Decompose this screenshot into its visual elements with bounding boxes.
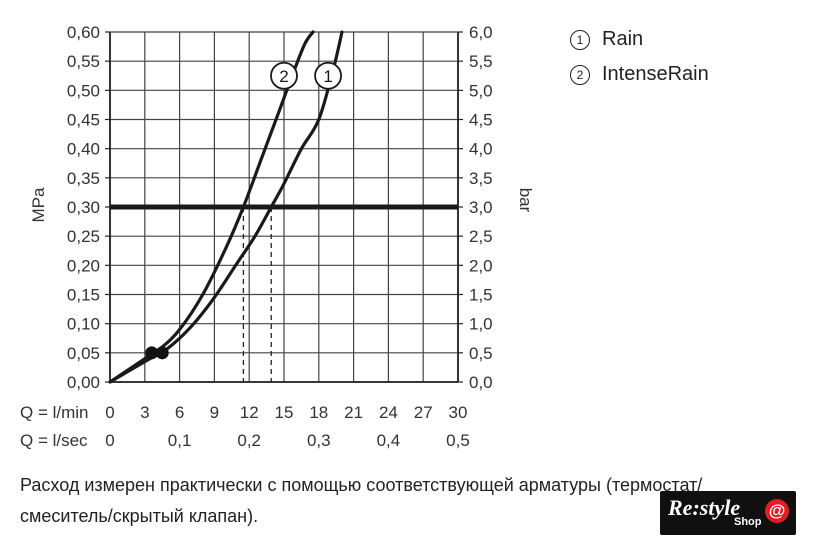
y-tick-label-right: 4,5: [469, 111, 493, 130]
x-tick-label-lsec: 0,2: [237, 431, 261, 450]
data-marker-1: [155, 346, 169, 360]
y-tick-label-left: 0,00: [67, 373, 100, 392]
curve-label-2: 2: [279, 67, 288, 86]
legend-label-rain: Rain: [602, 28, 644, 50]
y-tick-label-left: 0,15: [67, 286, 100, 305]
x-tick-label-lmin: 15: [275, 403, 294, 422]
y-tick-label-right: 2,0: [469, 256, 493, 275]
shop-logo-text: Re:style: [668, 495, 741, 520]
y-tick-label-left: 0,30: [67, 198, 100, 217]
x-tick-label-lmin: 6: [175, 403, 184, 422]
x-tick-label-lmin: 27: [414, 403, 433, 422]
y-tick-label-right: 1,5: [469, 286, 493, 305]
legend-label-intenserain: IntenseRain: [602, 63, 709, 85]
shop-logo-sub: Shop: [734, 516, 762, 528]
x-tick-label-lsec: 0,3: [307, 431, 331, 450]
y-tick-label-left: 0,50: [67, 81, 100, 100]
y-tick-label-right: 1,0: [469, 315, 493, 334]
x-tick-label-lmin: 21: [344, 403, 363, 422]
y-tick-label-right: 0,0: [469, 373, 493, 392]
y-tick-label-right: 3,0: [469, 198, 493, 217]
chart: 2 10,000,050,100,150,200,250,300,350,400,…: [20, 23, 535, 450]
shop-logo-at-icon: @: [765, 499, 789, 523]
y-tick-label-right: 6,0: [469, 23, 493, 42]
y-tick-label-left: 0,40: [67, 140, 100, 159]
caption-line-1: Расход измерен практически с помощью соо…: [20, 475, 703, 495]
y-tick-label-right: 5,0: [469, 81, 493, 100]
x-tick-label-lsec: 0: [105, 431, 114, 450]
x-tick-label-lmin: 24: [379, 403, 398, 422]
x-tick-label-lmin: 9: [210, 403, 219, 422]
x-tick-label-lmin: 3: [140, 403, 149, 422]
x-tick-label-lmin: 12: [240, 403, 259, 422]
shop-logo-badge: Re:style Shop @: [660, 491, 796, 535]
x-axis-title-lmin: Q = l/min: [20, 403, 89, 422]
x-tick-label-lmin: 30: [449, 403, 468, 422]
y-tick-label-left: 0,05: [67, 344, 100, 363]
y-tick-label-left: 0,20: [67, 256, 100, 275]
curve-label-circle-1: [314, 61, 342, 90]
x-tick-label-lmin: 18: [309, 403, 328, 422]
y-tick-label-left: 0,35: [67, 169, 100, 188]
y-axis-title-left: MPa: [29, 187, 48, 223]
y-tick-label-left: 0,45: [67, 111, 100, 130]
curve-label-circle-2: [270, 61, 298, 90]
series-line-1: [108, 30, 344, 384]
legend-number-1: 1: [570, 29, 590, 50]
y-tick-label-right: 5,5: [469, 52, 493, 71]
legend-item-rain: 1 Rain: [570, 28, 643, 51]
x-tick-label-lsec: 0,4: [377, 431, 401, 450]
data-marker-2: [145, 346, 159, 360]
caption-line-2: смеситель/скрытый клапан).: [20, 506, 259, 526]
y-tick-label-left: 0,60: [67, 23, 100, 42]
y-axis-title-right: bar: [516, 188, 535, 213]
x-axis-title-lsec: Q = l/sec: [20, 431, 88, 450]
legend-item-intenserain: 2 IntenseRain: [570, 63, 709, 86]
x-tick-label-lsec: 0,1: [168, 431, 192, 450]
y-tick-label-right: 4,0: [469, 140, 493, 159]
legend-number-2: 2: [570, 64, 590, 85]
x-tick-label-lsec: 0,5: [446, 431, 470, 450]
y-tick-label-left: 0,55: [67, 52, 100, 71]
curve-label-1: 1: [323, 67, 332, 86]
x-tick-label-lmin: 0: [105, 403, 114, 422]
y-tick-label-right: 0,5: [469, 344, 493, 363]
y-tick-label-right: 2,5: [469, 227, 493, 246]
y-tick-label-left: 0,25: [67, 227, 100, 246]
y-tick-label-left: 0,10: [67, 315, 100, 334]
y-tick-label-right: 3,5: [469, 169, 493, 188]
caption: Расход измерен практически с помощью соо…: [20, 470, 820, 532]
